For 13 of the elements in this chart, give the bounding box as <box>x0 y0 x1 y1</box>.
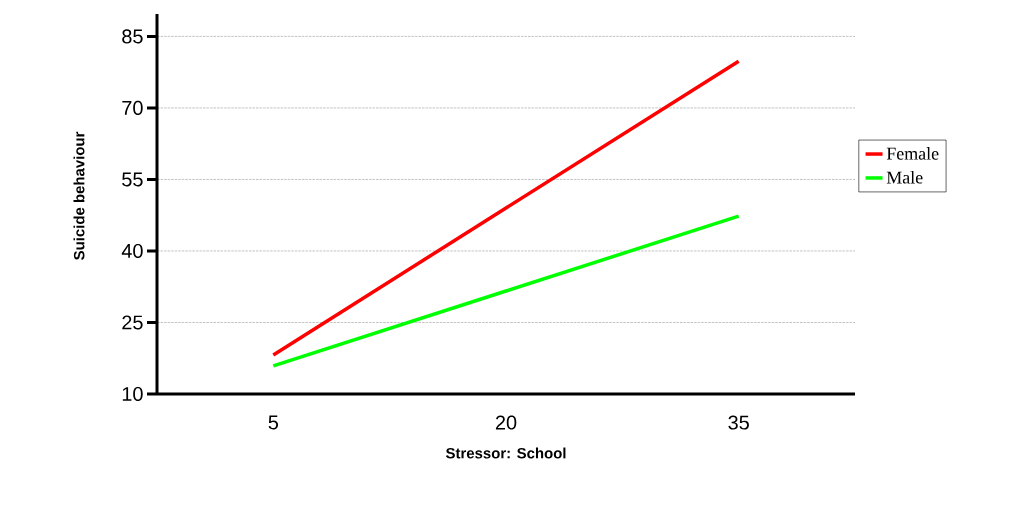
x-tick-label: 5 <box>268 415 279 430</box>
y-tick-label: 70 <box>122 100 143 115</box>
y-tick-label: 25 <box>122 315 143 330</box>
y-tick-label: 40 <box>121 243 143 259</box>
y-tick-label: 85 <box>122 29 143 44</box>
legend-label: Female <box>886 147 939 160</box>
y-tick-label: 10 <box>122 386 143 402</box>
y-tick-label: 55 <box>122 172 143 187</box>
x-tick-label: 35 <box>728 415 749 430</box>
y-axis-title: Suicide behaviour <box>73 131 85 260</box>
x-axis-title: Stressor: School <box>445 447 566 459</box>
legend-label: Male <box>886 170 923 184</box>
x-tick-label: 20 <box>495 415 517 430</box>
